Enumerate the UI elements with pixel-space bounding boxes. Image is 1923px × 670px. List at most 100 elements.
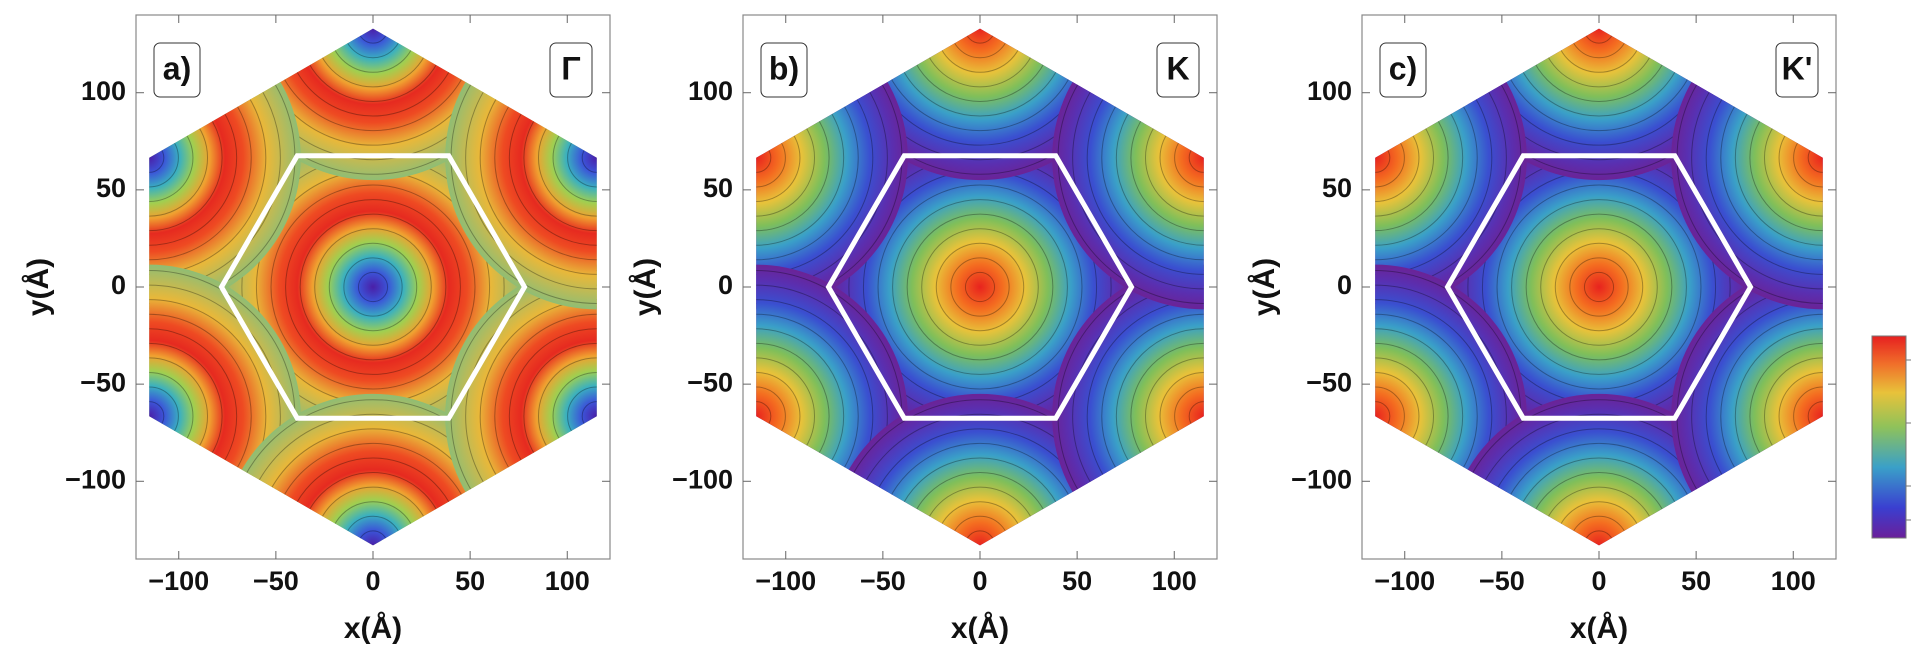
panel: −100 −50 0 50 100 −100 −50 0 50 100 x(Å) y(Å) c) K' — [1248, 14, 1837, 645]
x-tick-label: 100 — [1152, 566, 1197, 596]
contour-line — [149, 128, 179, 188]
density-peak — [1447, 393, 1751, 546]
y-tick-label: 50 — [703, 173, 733, 203]
y-tick-label: 100 — [1307, 76, 1352, 106]
y-tick-label: 50 — [1322, 173, 1352, 203]
y-tick-label: −50 — [687, 367, 733, 397]
contour-line — [581, 401, 597, 432]
contour-line — [964, 28, 996, 44]
contour-line — [1144, 357, 1204, 475]
contour-line — [756, 328, 845, 505]
point-label: K — [1166, 50, 1189, 86]
contour-line — [1452, 28, 1746, 175]
density-peak — [1052, 264, 1204, 546]
contour-line — [1375, 284, 1507, 546]
y-tick-label: −100 — [672, 464, 733, 494]
point-label: K' — [1782, 50, 1813, 86]
contour-line — [149, 401, 165, 432]
density-peak — [221, 135, 525, 439]
contour-line — [299, 213, 447, 361]
contour-line — [964, 271, 996, 303]
contour-line — [581, 142, 597, 173]
contour-line — [892, 28, 1068, 117]
contour-line — [149, 40, 267, 275]
contour-line — [285, 199, 461, 375]
contour-line — [314, 228, 432, 346]
y-tick-label: −100 — [65, 464, 126, 494]
contour-line — [1101, 55, 1204, 261]
colorbar — [1871, 335, 1911, 539]
y-tick-label: 50 — [96, 173, 126, 203]
contour-line — [935, 242, 1025, 332]
panel-label: b) — [769, 50, 799, 86]
contour-line — [906, 213, 1054, 361]
brillouin-zone — [1444, 153, 1754, 421]
contour-line — [255, 28, 491, 146]
density-peak — [828, 135, 1132, 439]
contour-line — [756, 69, 845, 246]
contour-line — [149, 328, 238, 505]
brillouin-zone — [825, 153, 1135, 421]
contour-line — [1086, 299, 1204, 534]
contour-line — [1763, 99, 1823, 217]
y-axis-label: y(Å) — [1248, 258, 1281, 316]
contour-line — [892, 199, 1068, 375]
contour-line — [270, 28, 476, 132]
contour-line — [523, 84, 597, 232]
density-peak — [445, 28, 597, 310]
panel: −100 −50 0 50 100 −100 −50 0 50 100 x(Å) y(Å) b) K — [629, 14, 1218, 645]
contour-line — [756, 371, 801, 461]
x-tick-label: 50 — [1681, 566, 1711, 596]
contour-line — [921, 228, 1039, 346]
contour-line — [1540, 28, 1658, 88]
contour-line — [1144, 99, 1204, 217]
contour-line — [328, 242, 418, 332]
contour-line — [1467, 28, 1731, 161]
contour-line — [1159, 113, 1204, 203]
contour-line — [465, 284, 597, 546]
contour-line — [1496, 184, 1702, 390]
contour-line — [1072, 28, 1204, 290]
contour-line — [149, 28, 281, 290]
contour-line — [226, 28, 520, 175]
contour-line — [1540, 228, 1658, 346]
contour-line — [935, 28, 1025, 73]
density-peak — [221, 393, 525, 546]
contour-line — [523, 342, 597, 490]
contour-line — [149, 371, 194, 461]
contour-line — [877, 184, 1083, 390]
density-peak — [1447, 28, 1751, 181]
contour-line — [494, 55, 597, 261]
contour-line — [1569, 257, 1629, 317]
density-peak — [221, 28, 525, 181]
x-tick-label: 100 — [545, 566, 590, 596]
contour-line — [1778, 113, 1823, 203]
contour-line — [756, 55, 859, 261]
panel-label-box — [153, 42, 201, 98]
contour-line — [149, 284, 281, 546]
density-peak — [828, 393, 1132, 546]
density-peak — [445, 264, 597, 546]
y-tick-label: 0 — [111, 270, 126, 300]
point-label-box — [1156, 42, 1200, 98]
contour-line — [149, 84, 223, 232]
contour-line — [1481, 28, 1717, 146]
contour-line — [149, 142, 165, 173]
y-axis-label: y(Å) — [22, 258, 55, 316]
contour-line — [1375, 28, 1507, 290]
x-tick-label: −50 — [860, 566, 906, 596]
contour-line — [1720, 55, 1823, 261]
x-tick-label: −100 — [755, 566, 816, 596]
contour-line — [508, 69, 597, 246]
y-tick-label: −50 — [1306, 367, 1352, 397]
y-tick-label: −50 — [80, 367, 126, 397]
contour-line — [756, 386, 786, 446]
contour-line — [270, 184, 476, 390]
contour-line — [508, 328, 597, 505]
x-tick-label: −100 — [1374, 566, 1435, 596]
contour-line — [1720, 313, 1823, 519]
contour-line — [1569, 28, 1629, 59]
contour-line — [1174, 128, 1204, 188]
contour-line — [1554, 242, 1644, 332]
